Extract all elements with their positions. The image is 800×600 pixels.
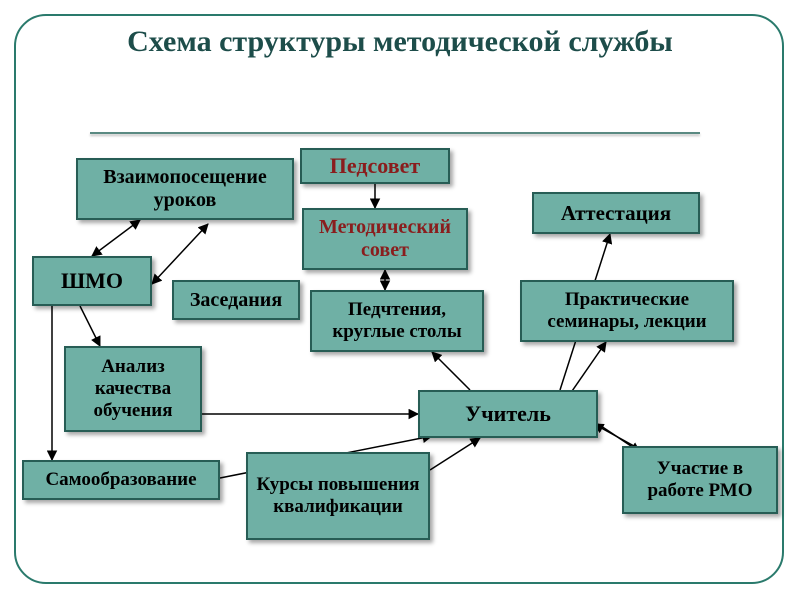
node-meetings: Заседания xyxy=(172,280,300,320)
title-divider xyxy=(90,132,700,134)
diagram-title: Схема структуры методической службы xyxy=(110,24,690,60)
node-visit: Взаимопосещение уроков xyxy=(76,158,294,220)
node-shmo: ШМО xyxy=(32,256,152,306)
node-metsovet: Методический совет xyxy=(302,208,468,270)
node-seminars: Практические семинары, лекции xyxy=(520,280,734,342)
node-analysis: Анализ качества обучения xyxy=(64,346,202,432)
node-rmo: Участие в работе РМО xyxy=(622,446,778,514)
node-attest: Аттестация xyxy=(532,192,700,234)
node-teacher: Учитель xyxy=(418,390,598,438)
node-selfedu: Самообразование xyxy=(22,460,220,500)
node-pedsovet: Педсовет xyxy=(300,148,450,184)
node-readings: Педчтения, круглые столы xyxy=(310,290,484,352)
node-courses: Курсы повышения квалификации xyxy=(246,452,430,540)
